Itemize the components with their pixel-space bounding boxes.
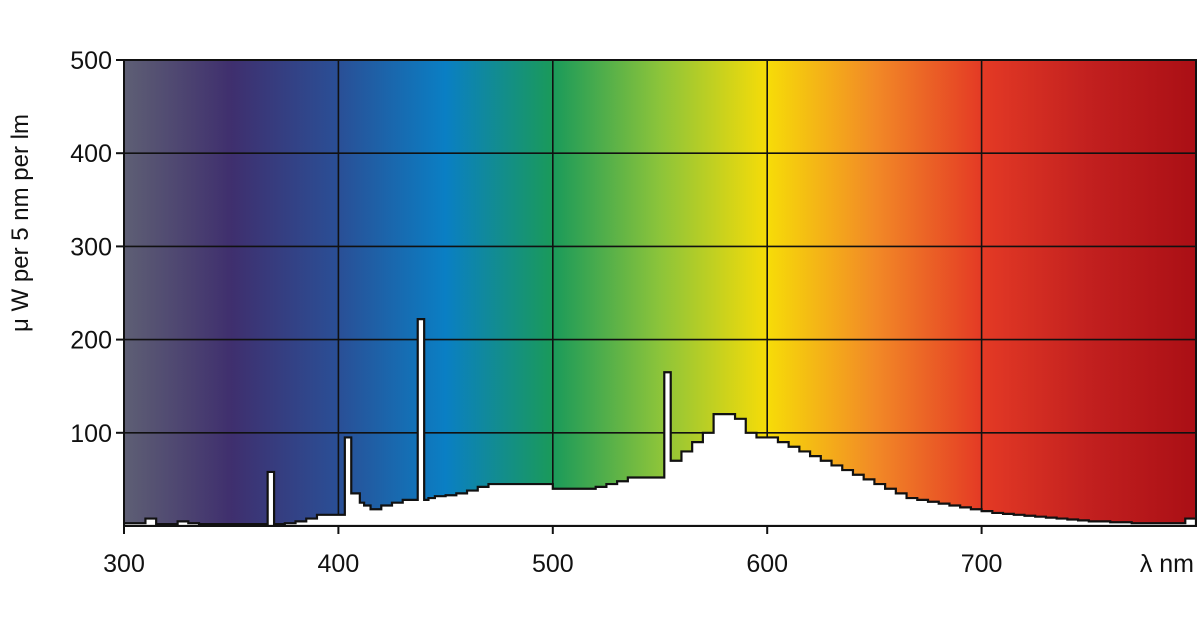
y-tick-label: 200: [70, 327, 112, 355]
spectral-area: [124, 317, 1196, 526]
plot-frame: [123, 59, 1197, 527]
x-tick-label: 700: [961, 550, 1003, 578]
spectrum-series-area: [124, 317, 1196, 526]
x-tick-label: 400: [318, 550, 360, 578]
y-tick-label: 100: [70, 420, 112, 448]
grid-lines: [124, 60, 1196, 526]
x-tick-label: 500: [532, 550, 574, 578]
x-tick-label: 600: [746, 550, 788, 578]
y-tick-label: 300: [70, 233, 112, 261]
y-tick-label: 500: [70, 47, 112, 75]
x-axis-label: λ nm: [1140, 550, 1194, 578]
axes: 300 400 500 600 700 100 200 300 400 500: [70, 47, 1002, 578]
x-tick-label: 300: [103, 550, 145, 578]
y-axis-label: μ W per 5 nm per lm: [7, 114, 34, 332]
y-tick-label: 400: [70, 140, 112, 168]
spectrum-background: [124, 60, 1196, 526]
